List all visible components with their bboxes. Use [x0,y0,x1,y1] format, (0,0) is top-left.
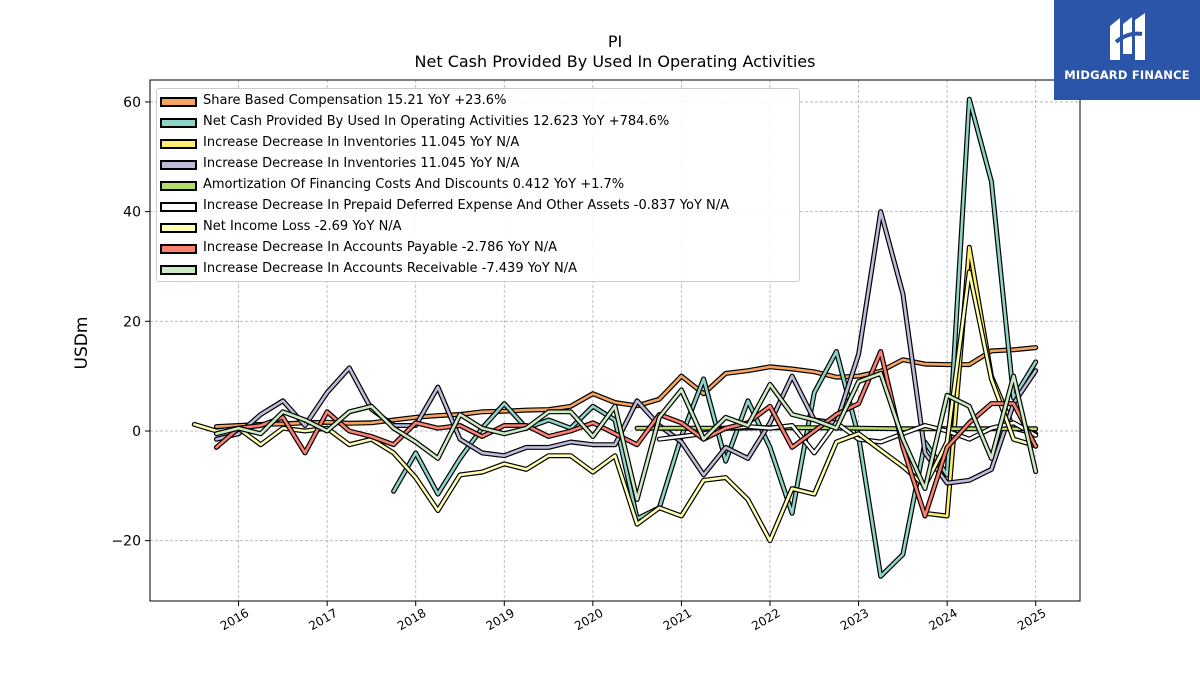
legend-label: Increase Decrease In Prepaid Deferred Ex… [203,198,730,213]
legend-label: Net Income Loss -2.69 YoY N/A [203,219,402,234]
y-tick-label: 0 [132,424,141,440]
series-line-1 [391,96,1039,579]
series-stroke [193,270,1037,542]
y-tick-label: 20 [123,314,141,330]
x-tick-label: 2024 [926,606,959,633]
legend-swatch [160,181,197,191]
legend: Share Based Compensation 15.21 YoY +23.6… [156,88,800,282]
brand-name: MIDGARD FINANCE [1064,68,1190,82]
midgard-logo-icon [1110,13,1145,60]
y-tick-label: 60 [123,95,141,111]
x-tick-label: 2021 [661,606,694,633]
series-line-6 [191,269,1039,544]
legend-label: Net Cash Provided By Used In Operating A… [203,114,670,129]
series-line-0 [213,345,1039,430]
legend-label: Increase Decrease In Accounts Receivable… [203,261,577,276]
legend-label: Increase Decrease In Inventories 11.045 … [203,156,520,171]
legend-swatch [160,223,197,233]
y-tick-label: 40 [123,205,141,221]
x-tick-label: 2017 [306,606,339,633]
legend-label: Amortization Of Financing Costs And Disc… [203,177,625,192]
series-line-3 [213,209,1039,486]
legend-swatch [160,160,197,170]
legend-label: Share Based Compensation 15.21 YoY +23.6… [203,93,507,108]
chart-title: Net Cash Provided By Used In Operating A… [414,52,816,71]
y-axis-label: USDm [72,317,92,370]
series-line-8 [213,370,1039,502]
x-tick-label: 2022 [749,606,782,633]
legend-swatch [160,244,197,254]
x-tick-label: 2019 [484,606,517,633]
legend-swatch [160,97,197,107]
series-stroke [215,346,1037,428]
x-tick-label: 2018 [395,606,428,633]
brand-logo: MIDGARD FINANCE [1054,0,1200,100]
x-tick-label: 2016 [218,606,251,633]
plot-frame [149,79,1081,602]
series-stroke [215,372,1037,501]
chart-ticker: PI [607,32,623,51]
legend-swatch [160,202,197,212]
series-stroke [392,97,1037,578]
series-stroke [215,210,1037,485]
legend-label: Increase Decrease In Inventories 11.045 … [203,135,520,150]
x-tick-label: 2023 [838,606,871,633]
legend-swatch [160,139,197,149]
legend-label: Increase Decrease In Accounts Payable -2… [203,240,557,255]
y-tick-label: −20 [111,534,141,550]
legend-swatch [160,265,197,275]
legend-swatch [160,118,197,128]
x-tick-label: 2020 [572,606,605,633]
x-tick-label: 2025 [1015,606,1048,633]
series-lines [191,96,1039,579]
